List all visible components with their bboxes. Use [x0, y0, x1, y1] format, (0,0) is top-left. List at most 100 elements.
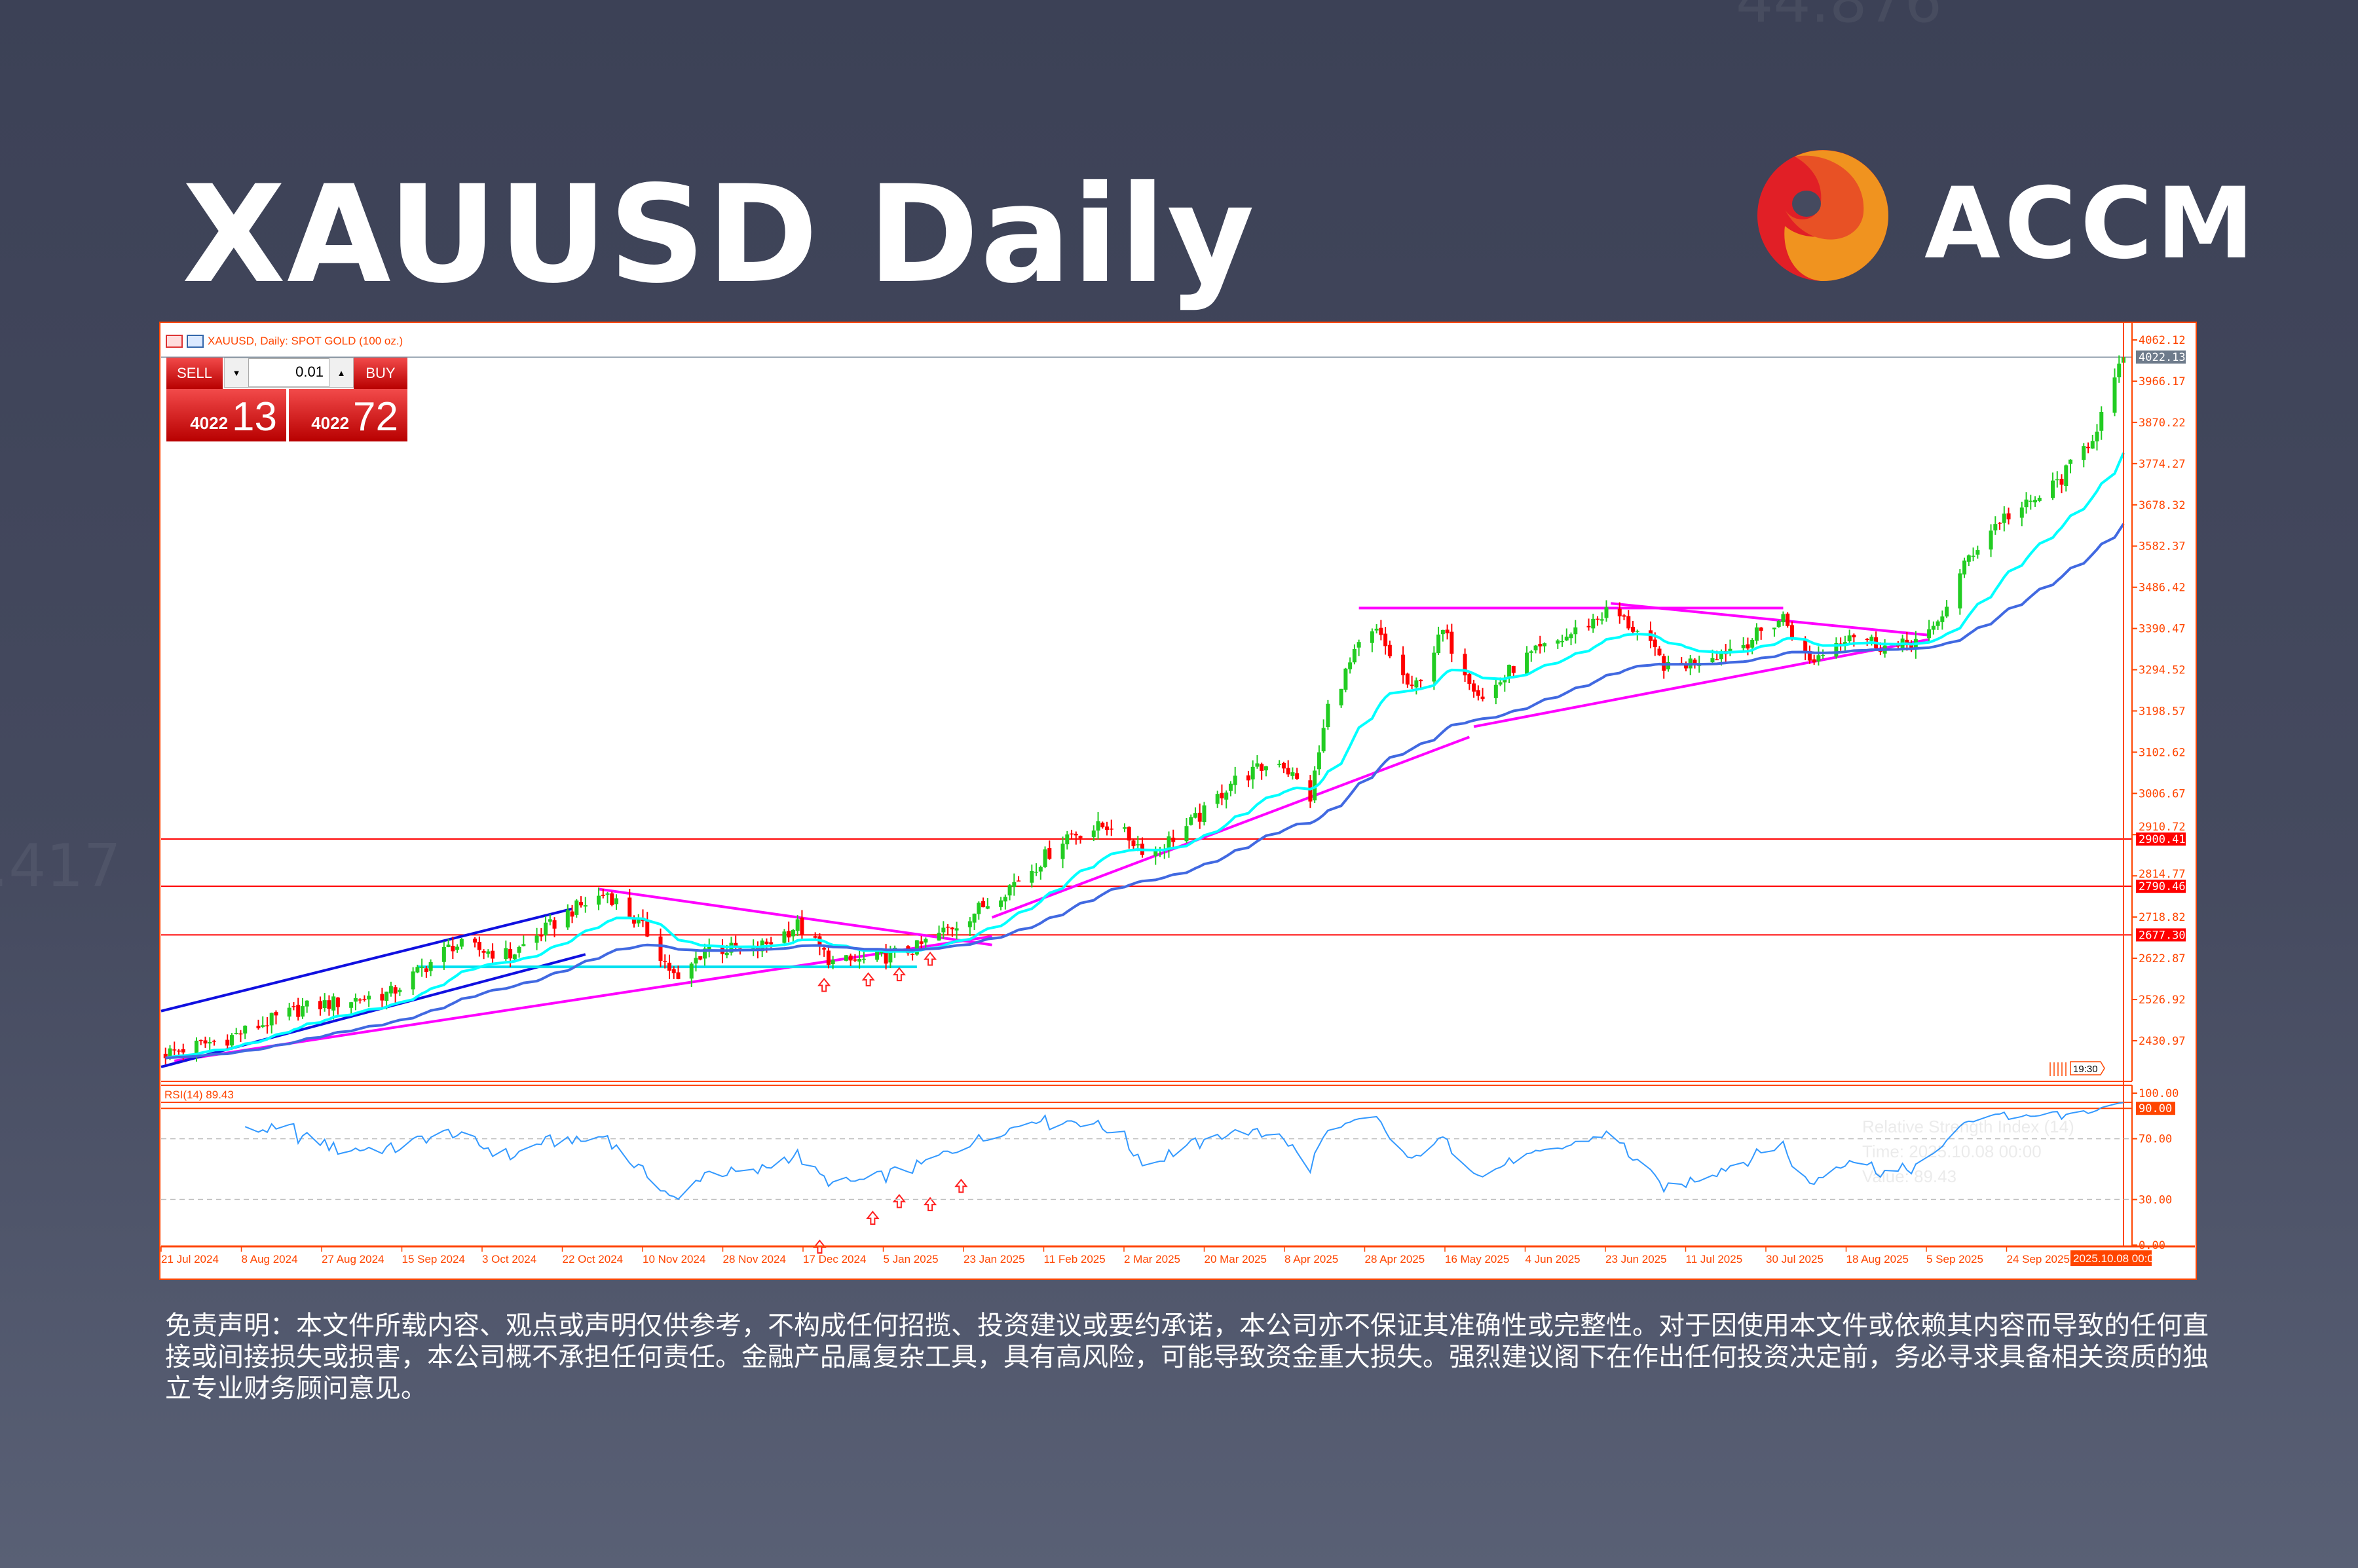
page-title: XAUUSD Daily	[182, 157, 1256, 313]
sell-price-button[interactable]: 4022 13	[166, 389, 286, 441]
one-click-trading-icon[interactable]	[187, 335, 204, 348]
tooltip-time: Time: 2025.10.08 00:00	[1862, 1142, 2042, 1161]
rsi-line	[244, 1102, 2124, 1201]
candle-body	[2086, 447, 2091, 449]
candle-body	[813, 936, 817, 938]
candle-body	[2037, 498, 2042, 501]
candle-body	[2055, 479, 2059, 481]
candle-body	[1250, 766, 1255, 779]
candle-body	[1224, 793, 1229, 800]
buy-signal-arrow-icon	[861, 972, 875, 986]
candle-body	[941, 927, 946, 933]
candle-body	[937, 933, 941, 941]
rsi-highlight-bg	[2136, 1102, 2175, 1115]
candle-body	[1596, 618, 1600, 620]
candle-body	[504, 948, 508, 960]
candle-body	[1339, 688, 1343, 705]
candle-body	[1295, 773, 1300, 779]
candle-body	[875, 951, 880, 960]
candle-body	[1776, 621, 1781, 627]
price-tick-label: 3006.67	[2139, 787, 2186, 800]
candle-body	[787, 931, 791, 938]
candle-body	[985, 906, 990, 909]
candle-body	[884, 950, 888, 964]
candle-body	[1710, 658, 1715, 663]
candle-body	[1754, 627, 1759, 641]
candle-body	[977, 903, 981, 914]
candle-body	[393, 987, 398, 994]
candle-body	[1927, 629, 1932, 639]
sell-button[interactable]: SELL	[166, 358, 223, 390]
candle-body	[1012, 882, 1017, 887]
decrease-lot-icon[interactable]: ▼	[232, 367, 241, 378]
buy-price-button[interactable]: 4022 72	[289, 389, 407, 441]
chart-window[interactable]: 4062.12 3966.17 3870.22 3774.27 3678.32 3582.…	[159, 322, 2197, 1280]
candle-body	[1286, 768, 1290, 775]
candle-body	[225, 1039, 230, 1046]
candle-body	[1945, 607, 1949, 617]
candle-body	[597, 895, 601, 905]
candle-body	[1728, 648, 1732, 653]
candle-body	[1511, 666, 1516, 673]
buy-button[interactable]: BUY	[354, 358, 407, 389]
candle-body	[707, 946, 711, 950]
buy-signal-arrow-icon	[924, 951, 937, 966]
lot-size-stepper[interactable]: ▼ 0.01 ▲	[224, 358, 354, 388]
candle-body	[1989, 531, 1993, 550]
candle-body	[1715, 659, 1719, 661]
candle-body	[1317, 752, 1321, 770]
price-tick-label: 3582.37	[2139, 540, 2186, 553]
candle-body	[764, 941, 769, 944]
candle-body	[287, 1007, 291, 1017]
price-tick-label: 3198.57	[2139, 705, 2186, 718]
price-chart[interactable]: 4062.12 3966.17 3870.22 3774.27 3678.32 3582.…	[159, 322, 2197, 1280]
candle-body	[1078, 836, 1083, 838]
candle-body	[1480, 696, 1485, 700]
date-tick-label: 10 Nov 2024	[643, 1253, 705, 1265]
candle-body	[1260, 764, 1264, 771]
candle-body	[367, 996, 371, 999]
candle-body	[1617, 608, 1622, 617]
lot-size-input[interactable]: 0.01	[248, 358, 329, 387]
candle-body	[441, 946, 446, 962]
countdown-box	[2070, 1061, 2105, 1075]
logo-text: ACCM	[1924, 167, 2258, 281]
candle-body	[1348, 662, 1353, 669]
candle-body	[861, 958, 866, 960]
candle-body	[552, 920, 557, 929]
rsi-signal-arrow-icon	[924, 1197, 937, 1212]
candle-body	[1070, 833, 1074, 835]
candle-body	[1781, 614, 1786, 623]
candle-body	[1936, 621, 1940, 626]
candle-body	[879, 951, 884, 954]
list-icon[interactable]	[166, 335, 183, 348]
current-price-label: 4022.13	[2139, 351, 2186, 364]
candle-body	[331, 996, 336, 1011]
candle-body	[1966, 555, 1971, 562]
date-tick-label: 3 Oct 2024	[482, 1253, 536, 1265]
candle-body	[857, 959, 862, 962]
candle-body	[2002, 513, 2006, 523]
date-tick-label: 27 Aug 2024	[322, 1253, 384, 1265]
candle-body	[234, 1033, 238, 1034]
level-price-label: 2677.30	[2139, 929, 2186, 942]
candle-body	[1560, 641, 1565, 643]
countdown-label: 19:30	[2073, 1064, 2098, 1075]
date-tick-label: 30 Jul 2025	[1766, 1253, 1824, 1265]
candle-body	[1807, 651, 1812, 661]
candle-body	[1803, 639, 1808, 651]
candle-body	[2051, 480, 2055, 498]
candle-body	[300, 1006, 305, 1017]
candle-body	[981, 901, 986, 908]
increase-lot-icon[interactable]: ▲	[337, 367, 346, 378]
candle-body	[256, 1026, 261, 1028]
candle-body	[579, 902, 584, 906]
price-tick-label: 3870.22	[2139, 417, 2186, 430]
date-tick-label: 28 Nov 2024	[723, 1253, 786, 1265]
level-price-label-bg	[2136, 928, 2186, 942]
sell-price-minor: 13	[232, 394, 277, 439]
candle-body	[1896, 644, 1900, 646]
candle-body	[671, 969, 676, 973]
candle-body	[2112, 377, 2117, 413]
date-tick-label: 28 Apr 2025	[1365, 1253, 1425, 1265]
